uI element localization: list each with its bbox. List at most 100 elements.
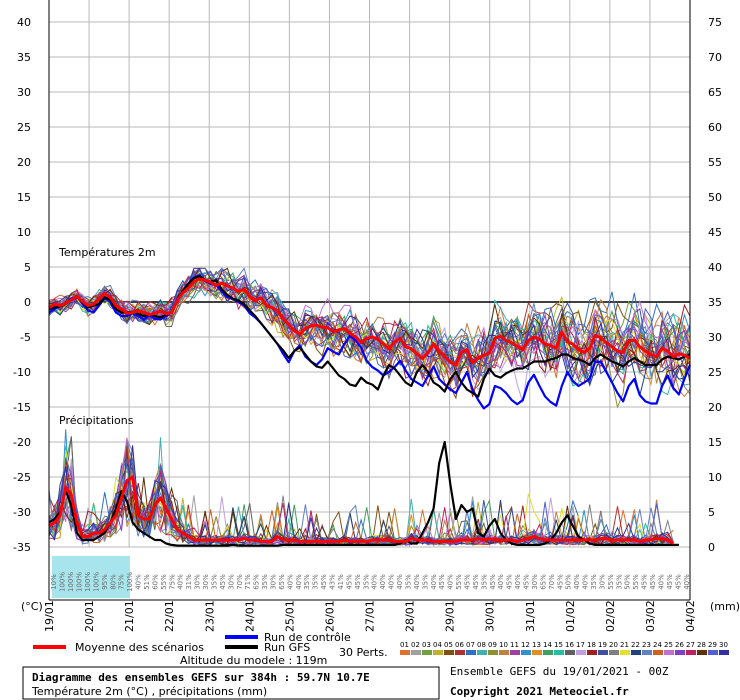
precip-percent-label: 55% [632, 574, 640, 590]
precipitation-section-label: Précipitations [59, 414, 134, 427]
perturbation-temp-line [48, 267, 691, 386]
precip-percent-label: 50% [565, 574, 573, 590]
precip-percent-label: 40% [371, 574, 379, 590]
precip-percent-label: 40% [657, 574, 665, 590]
precip-percent-label: 40% [497, 574, 505, 590]
right-tick-label: 50 [708, 191, 722, 204]
precip-percent-label: 55% [160, 574, 168, 590]
left-axis-unit: (°C) [21, 600, 43, 613]
left-tick-label: 5 [24, 261, 31, 274]
left-tick-label: -15 [13, 401, 31, 414]
perturbation-temp-line [48, 273, 691, 384]
precip-percent-label: 35% [362, 574, 370, 590]
pert-number-label: 30 [719, 641, 728, 649]
precip-percent-label: 40% [135, 574, 143, 590]
precip-percent-label: 31% [185, 574, 193, 590]
pert-color-swatch [576, 650, 586, 655]
pert-number-label: 07 [466, 641, 475, 649]
chart-subtitle: Température 2m (°C) , précipitations (mm… [31, 685, 267, 698]
pert-number-label: 18 [587, 641, 596, 649]
pert-number-label: 27 [686, 641, 695, 649]
pert-number-label: 21 [620, 641, 629, 649]
precip-percent-label: 30% [202, 574, 210, 590]
precip-percent-label: 45% [523, 574, 531, 590]
date-tick-label: 01/02 [564, 600, 577, 632]
precip-percent-label: 30% [270, 574, 278, 590]
precip-percent-label: 55% [607, 574, 615, 590]
right-tick-label: 60 [708, 121, 722, 134]
copyright: Copyright 2021 Meteociel.fr [450, 685, 629, 698]
precip-percent-label: 40% [447, 574, 455, 590]
left-tick-label: 35 [17, 51, 31, 64]
precip-percent-label: 100% [59, 572, 67, 592]
precip-percent-label: 100% [84, 572, 92, 592]
precip-percent-label: 45% [345, 574, 353, 590]
left-tick-label: -35 [13, 541, 31, 554]
date-tick-label: 30/01 [484, 600, 497, 632]
precip-percent-label: 35% [615, 574, 623, 590]
pert-number-label: 15 [554, 641, 563, 649]
right-tick-label: 75 [708, 16, 722, 29]
date-tick-label: 24/01 [243, 600, 256, 632]
date-tick-label: 04/02 [684, 600, 697, 632]
right-tick-label: 70 [708, 51, 722, 64]
gfs-temperature-line [48, 275, 691, 398]
pert-number-label: 12 [521, 641, 530, 649]
right-tick-label: 55 [708, 156, 722, 169]
precip-percent-label: 40% [514, 574, 522, 590]
pert-number-label: 13 [532, 641, 541, 649]
precip-percent-label: 35% [590, 574, 598, 590]
right-tick-label: 5 [708, 506, 715, 519]
precip-percent-label: 95% [101, 574, 109, 590]
precip-percent-label: 35% [210, 574, 218, 590]
pert-color-swatch [455, 650, 465, 655]
date-tick-label: 29/01 [444, 600, 457, 632]
pert-number-label: 09 [488, 641, 497, 649]
precip-percent-label: 45% [489, 574, 497, 590]
left-tick-label: 0 [24, 296, 31, 309]
pert-color-swatch [609, 650, 619, 655]
precip-percent-label: 51% [143, 574, 151, 590]
precip-percent-label: 45% [666, 574, 674, 590]
mean-temperature-line [48, 277, 691, 367]
pert-number-label: 17 [576, 641, 585, 649]
precip-percent-label: 71% [244, 574, 252, 590]
pert-number-label: 22 [631, 641, 640, 649]
precip-percent-label: 45% [354, 574, 362, 590]
precip-percent-label: 40% [388, 574, 396, 590]
precip-probability-band [52, 556, 130, 598]
right-tick-label: 15 [708, 436, 722, 449]
left-tick-label: -20 [13, 436, 31, 449]
precip-percent-label: 45% [649, 574, 657, 590]
left-tick-label: 30 [17, 86, 31, 99]
pert-color-swatch [444, 650, 454, 655]
date-tick-label: 02/02 [604, 600, 617, 632]
date-tick-label: 28/01 [404, 600, 417, 632]
pert-color-swatch [686, 650, 696, 655]
precip-percent-label: 40% [582, 574, 590, 590]
precip-percent-label: 40% [177, 574, 185, 590]
legend-gfs-label: Run GFS [264, 641, 310, 654]
run-info: Ensemble GEFS du 19/01/2021 - 00Z [450, 665, 669, 678]
mean-precipitation-line [48, 475, 675, 545]
pert-number-label: 06 [455, 641, 464, 649]
pert-number-label: 28 [697, 641, 706, 649]
right-tick-label: 25 [708, 366, 722, 379]
pert-color-swatch [433, 650, 443, 655]
pert-number-label: 14 [543, 641, 552, 649]
precip-percent-label: 70% [548, 574, 556, 590]
legend-control-label: Run de contrôle [264, 631, 351, 644]
right-tick-label: 20 [708, 401, 722, 414]
left-tick-label: -5 [20, 331, 31, 344]
precip-percent-label: 100% [92, 572, 100, 592]
precip-percent-label: 35% [480, 574, 488, 590]
precip-percent-label: 30% [227, 574, 235, 590]
pert-color-swatch [631, 650, 641, 655]
precip-percent-label: 65% [539, 574, 547, 590]
pert-number-label: 04 [433, 641, 442, 649]
pert-color-swatch [587, 650, 597, 655]
right-tick-label: 10 [708, 471, 722, 484]
pert-color-swatch [719, 650, 729, 655]
